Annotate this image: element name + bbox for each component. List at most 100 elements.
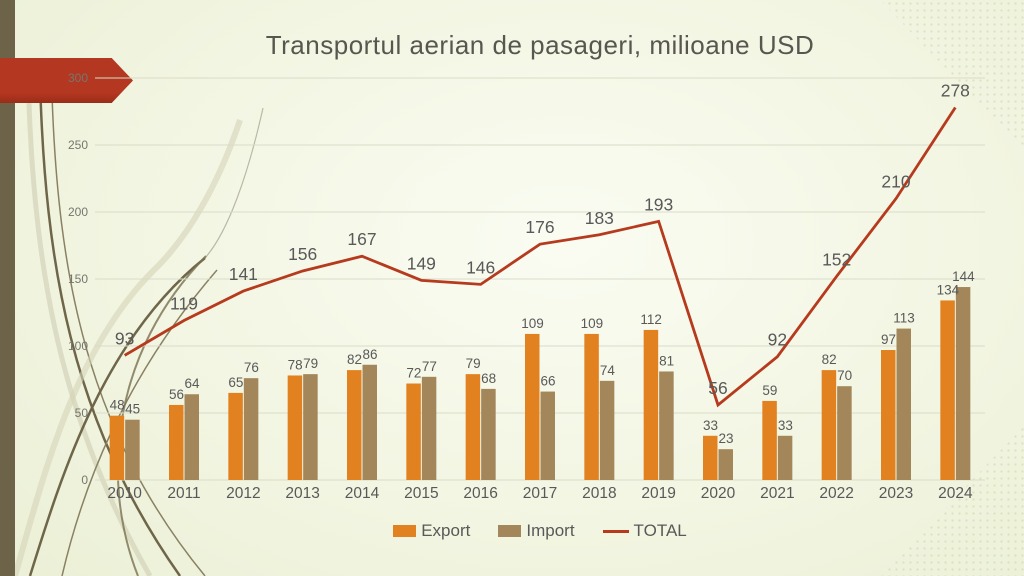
x-axis-label-2022: 2022 <box>819 485 853 502</box>
data-label-export-2014: 82 <box>347 352 362 367</box>
bar-import-2022 <box>837 386 852 480</box>
bar-export-2013 <box>287 375 303 480</box>
legend-export-label: Export <box>421 521 471 540</box>
legend-total-label: TOTAL <box>633 521 687 540</box>
bar-import-2021 <box>777 435 793 480</box>
data-label-total-2014: 167 <box>347 229 376 249</box>
data-label-export-2022: 82 <box>822 352 837 367</box>
bar-import-2020 <box>718 449 733 480</box>
data-label-export-2015: 72 <box>406 366 421 381</box>
data-label-import-2023: 113 <box>893 311 915 326</box>
data-label-total-2010: 93 <box>115 328 134 348</box>
red-arrow-banner <box>0 58 133 103</box>
total-line-swatch-icon <box>602 529 629 533</box>
data-label-import-2011: 64 <box>184 376 200 391</box>
legend-import-label: Import <box>526 521 575 540</box>
bar-export-2017 <box>525 333 540 480</box>
data-label-total-2012: 141 <box>229 264 258 284</box>
bar-import-2016 <box>481 388 496 480</box>
data-label-total-2021: 92 <box>768 330 787 350</box>
bar-import-2017 <box>540 391 555 480</box>
data-label-total-2017: 176 <box>525 217 554 237</box>
chart-legend: Export Import TOTAL <box>95 521 985 541</box>
data-label-import-2017: 66 <box>540 374 555 389</box>
data-label-export-2020: 33 <box>703 418 718 433</box>
total-line <box>123 106 957 408</box>
y-axis-tick-0: 0 <box>81 473 88 487</box>
bar-export-2018 <box>584 333 599 480</box>
bar-export-2011 <box>169 404 184 480</box>
bar-export-2010 <box>109 415 125 480</box>
y-axis-tick-200: 200 <box>68 205 88 219</box>
data-label-total-2013: 156 <box>288 244 317 264</box>
bar-export-2024 <box>940 300 955 480</box>
x-axis-label-2021: 2021 <box>760 485 794 502</box>
bar-import-2019 <box>659 371 674 480</box>
data-label-import-2012: 76 <box>244 360 259 375</box>
legend-item-total: TOTAL <box>602 521 687 541</box>
data-label-total-2023: 210 <box>881 172 910 192</box>
bar-export-2016 <box>465 374 481 480</box>
data-label-export-2018: 109 <box>581 316 604 331</box>
x-axis-label-2017: 2017 <box>523 485 557 502</box>
data-label-import-2016: 68 <box>481 371 496 386</box>
data-label-import-2013: 79 <box>303 356 318 371</box>
data-label-export-2019: 112 <box>640 312 662 327</box>
y-axis-tick-50: 50 <box>75 406 89 420</box>
data-label-import-2021: 33 <box>778 418 793 433</box>
data-label-export-2011: 56 <box>169 387 184 402</box>
x-axis-label-2011: 2011 <box>167 485 200 502</box>
data-label-total-2019: 193 <box>644 194 673 214</box>
bar-export-2023 <box>881 350 896 480</box>
data-label-export-2016: 79 <box>466 356 481 371</box>
x-axis-label-2019: 2019 <box>641 485 675 502</box>
y-axis-tick-150: 150 <box>68 272 88 286</box>
y-axis-tick-300: 300 <box>68 71 88 85</box>
data-label-export-2013: 78 <box>288 357 303 372</box>
x-axis-label-2020: 2020 <box>701 485 736 502</box>
x-axis-label-2012: 2012 <box>226 485 260 502</box>
sidebar-accent-bar <box>0 0 15 576</box>
bar-export-2019 <box>643 329 659 480</box>
data-label-total-2024: 278 <box>941 80 970 100</box>
bar-export-2012 <box>228 392 243 480</box>
bar-import-2014 <box>362 364 377 480</box>
x-axis-label-2015: 2015 <box>404 485 438 502</box>
x-axis-label-2010: 2010 <box>107 485 142 502</box>
bar-import-2015 <box>421 376 437 480</box>
data-label-import-2019: 81 <box>659 353 674 368</box>
data-label-export-2023: 97 <box>881 332 896 347</box>
y-axis-tick-250: 250 <box>68 138 88 152</box>
bar-import-2013 <box>303 374 318 480</box>
data-label-export-2024: 134 <box>937 282 960 297</box>
export-swatch-icon <box>393 525 417 537</box>
x-axis-label-2016: 2016 <box>463 485 497 502</box>
x-axis-label-2023: 2023 <box>879 485 913 502</box>
bar-import-2012 <box>243 378 259 480</box>
data-label-import-2014: 86 <box>362 347 377 362</box>
bar-export-2022 <box>821 370 837 480</box>
y-axis-tick-100: 100 <box>68 339 88 353</box>
bar-import-2024 <box>955 287 971 480</box>
data-label-total-2022: 152 <box>822 249 851 269</box>
data-label-import-2022: 70 <box>837 368 852 383</box>
x-axis-label-2024: 2024 <box>938 485 973 502</box>
data-label-total-2016: 146 <box>466 257 495 277</box>
data-label-total-2018: 183 <box>585 208 614 228</box>
x-axis-label-2014: 2014 <box>345 485 380 502</box>
bar-import-2023 <box>896 328 911 480</box>
import-swatch-icon <box>498 525 522 537</box>
data-label-total-2015: 149 <box>407 253 436 273</box>
data-label-import-2015: 77 <box>422 359 437 374</box>
bar-import-2011 <box>184 394 199 480</box>
data-label-total-2011: 119 <box>170 294 198 314</box>
data-label-import-2020: 23 <box>718 431 733 446</box>
data-label-export-2012: 65 <box>228 375 243 390</box>
bar-import-2018 <box>599 380 615 480</box>
page-title: Transportul aerian de pasageri, milioane… <box>265 30 815 60</box>
bar-import-2010 <box>125 419 140 480</box>
bar-export-2020 <box>703 435 718 480</box>
bar-export-2015 <box>406 383 421 480</box>
bar-export-2021 <box>762 400 777 480</box>
